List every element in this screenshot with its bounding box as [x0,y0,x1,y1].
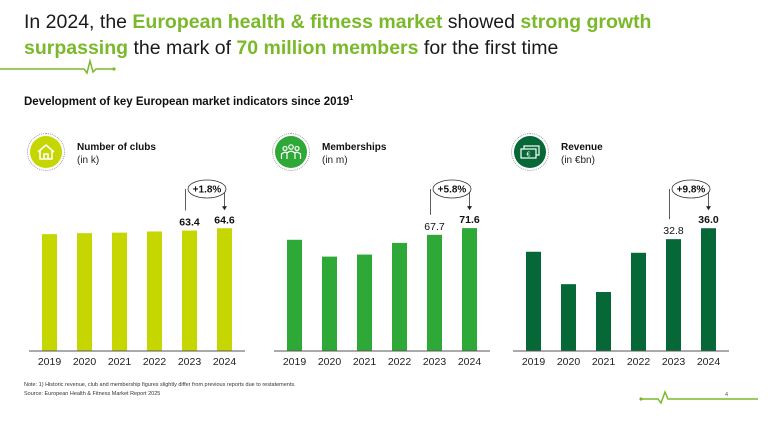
page-number: 4 [725,392,729,398]
money-icon: € [514,136,546,168]
growth-label: +9.8% [677,185,706,196]
growth-bubble [671,179,711,199]
x-tick-label: 2020 [318,356,342,368]
subtitle-text: Development of key European market indic… [24,95,350,108]
heartbeat-line-top [0,58,116,75]
bar-2021 [112,232,127,351]
footnote: Note: 1) Historic revenue, club and memb… [24,381,296,399]
data-label: 32.8 [663,225,684,237]
arrow-head-icon [222,206,227,211]
chart-title: Memberships [322,142,387,153]
title-text: showed [442,11,521,33]
bar-2024 [217,228,232,351]
title-text: the mark of [128,37,237,59]
title-highlight: 70 million members [236,37,419,59]
data-label: 71.6 [459,214,480,226]
x-tick-label: 2020 [73,356,97,368]
clubs-chart: 2019 2020 2021 2022 2023 63.4 2024 64.6 +1.8% [29,179,245,368]
footnote-note: Note: 1) Historic revenue, club and memb… [24,382,296,388]
svg-text:€: € [527,151,531,158]
bar-2020 [561,284,576,351]
memberships-chart: 2019 2020 2021 2022 2023 67.7 2024 71.6 +5.8% [274,179,490,368]
bar-2019 [42,234,57,351]
chart-unit: (in m) [322,155,348,166]
bar-2020 [322,256,337,351]
revenue-chart: 2019 2020 2021 2022 2023 32.8 2024 36.0 +9.8% [513,179,729,368]
x-tick-label: 2022 [143,356,167,368]
growth-bubble [187,179,227,199]
bar-2021 [357,254,372,351]
panel-revenue: € Revenue (in €bn) 2019 2020 2021 2022 2023 3… [511,133,741,373]
chart-unit: (in k) [77,155,100,166]
footnote-source: Source: European Health & Fitness Market… [24,391,161,397]
chart-title: Number of clubs [77,142,156,153]
x-tick-label: 2019 [522,356,546,368]
x-tick-label: 2024 [697,356,721,368]
x-tick-label: 2021 [108,356,132,368]
arrow-head-icon [706,206,711,211]
title-highlight: strong growth surpassing [24,11,652,59]
data-label: 63.4 [179,217,200,229]
bar-2022 [147,231,162,351]
icon-ring [27,133,65,171]
growth-label: +1.8% [193,185,222,196]
bar-2024 [462,228,477,351]
growth-bubble [432,179,472,199]
chart-subtitle: Development of key European market indic… [24,95,353,108]
chart-unit: (in €bn) [561,155,595,166]
data-label: 64.6 [214,214,235,226]
growth-label: +5.8% [438,185,467,196]
heartbeat-line-bottom [639,389,758,405]
x-tick-label: 2023 [662,356,686,368]
bar-2023 [427,234,442,351]
x-tick-label: 2021 [353,356,377,368]
icon-ring: € [511,133,549,171]
bar-2022 [631,252,646,351]
bar-2023 [666,239,681,351]
x-tick-label: 2023 [423,356,447,368]
bar-2023 [182,230,197,351]
bar-2024 [701,228,716,351]
arrow-head-icon [467,206,472,211]
x-tick-label: 2022 [627,356,651,368]
x-tick-label: 2021 [592,356,616,368]
icon-ring [272,133,310,171]
bar-2019 [526,251,541,351]
data-label: 36.0 [698,214,719,226]
panel-clubs: Number of clubs (in k) 2019 2020 2021 2022 2… [27,133,257,373]
x-tick-label: 2020 [557,356,581,368]
x-tick-label: 2019 [283,356,307,368]
bar-2021 [596,292,611,351]
footnote-marker: 1 [349,95,354,102]
bar-2020 [77,233,92,351]
data-label: 67.7 [424,221,445,233]
title-text: In 2024, the [24,11,133,33]
title-highlight: European health & fitness market [132,11,443,33]
panel-memberships: Memberships (in m) 2019 2020 2021 2022 2023 6… [272,133,502,373]
house-icon [30,136,62,168]
title-text: for the first time [418,37,559,59]
x-tick-label: 2019 [38,356,62,368]
page-title: In 2024, the European health & fitness m… [24,9,744,61]
x-tick-label: 2024 [458,356,482,368]
chart-title: Revenue [561,142,603,153]
bar-2019 [287,239,302,351]
x-tick-label: 2023 [178,356,202,368]
x-tick-label: 2022 [388,356,412,368]
bar-2022 [392,242,407,351]
x-tick-label: 2024 [213,356,237,368]
people-icon [275,136,307,168]
